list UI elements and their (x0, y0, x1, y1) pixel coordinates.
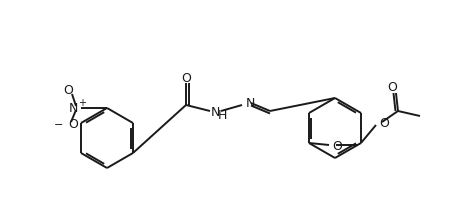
Text: N: N (210, 106, 219, 119)
Text: H: H (217, 108, 226, 122)
Text: O: O (332, 140, 342, 153)
Text: O: O (387, 80, 397, 94)
Text: O: O (63, 83, 73, 97)
Text: O: O (68, 119, 78, 131)
Text: O: O (379, 116, 389, 129)
Text: N: N (69, 101, 78, 114)
Text: N: N (246, 97, 255, 110)
Text: +: + (78, 98, 87, 108)
Text: −: − (54, 120, 63, 130)
Text: O: O (181, 71, 191, 85)
